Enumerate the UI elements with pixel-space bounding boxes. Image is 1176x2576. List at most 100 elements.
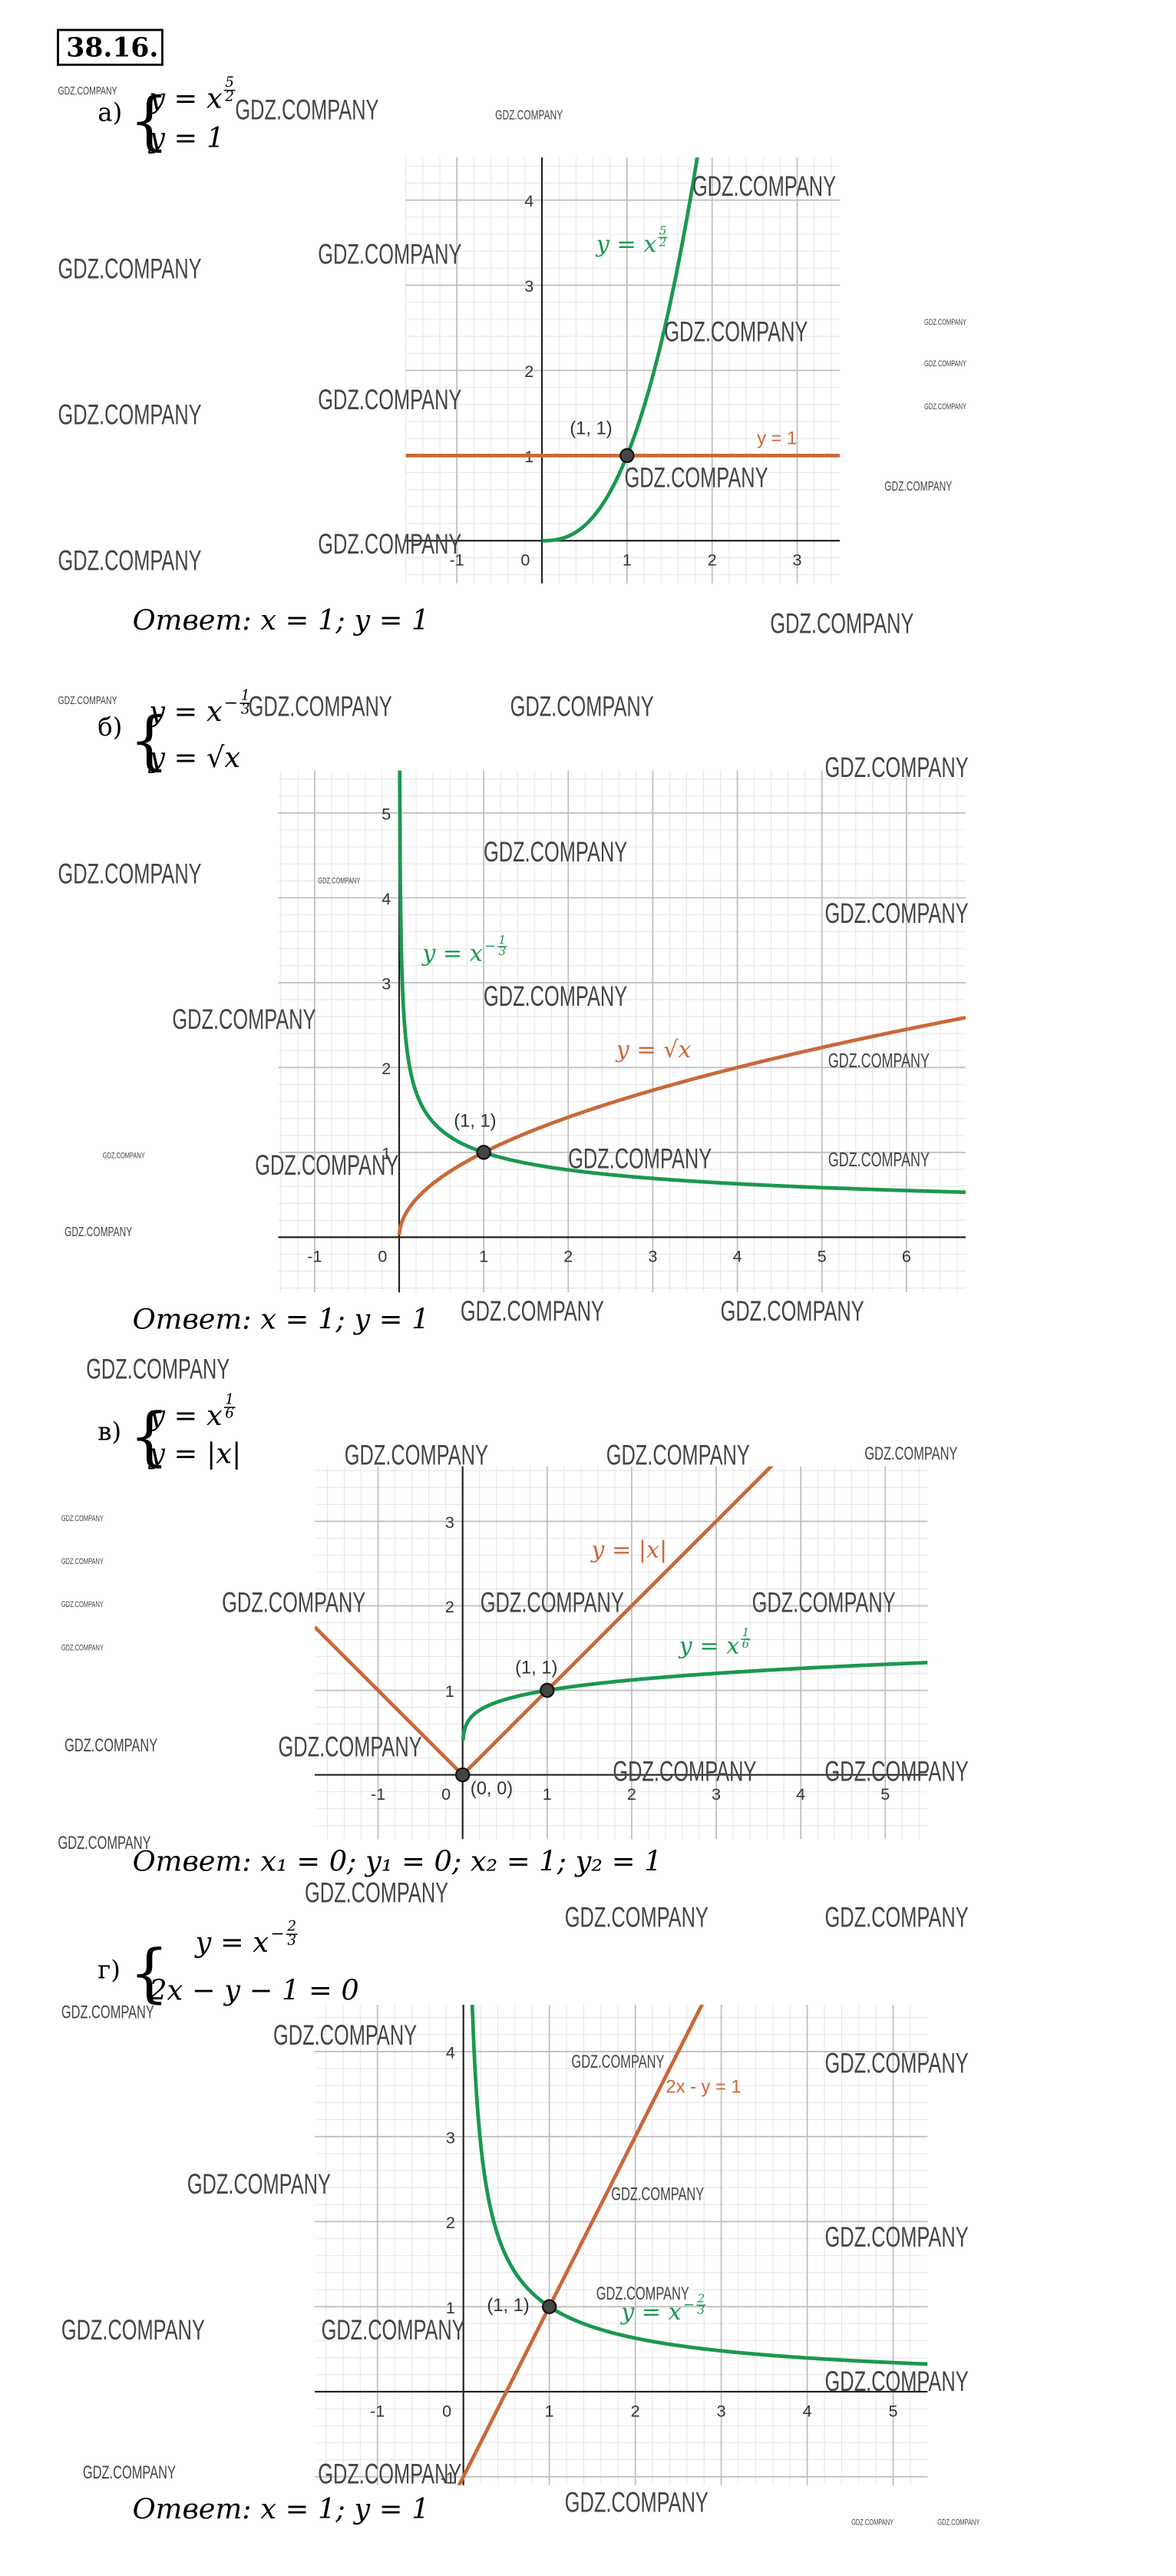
watermark: GDZ.COMPANY <box>568 1143 712 1174</box>
point-label: (1, 1) <box>454 1111 496 1131</box>
watermark: GDZ.COMPANY <box>318 384 461 415</box>
x-tick-label: 3 <box>717 2401 726 2420</box>
y-tick-label: 2 <box>382 1059 391 1078</box>
x-tick-label: 4 <box>733 1247 742 1266</box>
watermark: GDZ.COMPANY <box>825 2221 969 2253</box>
x-tick-label: 0 <box>520 551 530 570</box>
watermark: GDZ.COMPANY <box>322 2314 465 2346</box>
watermark: GDZ.COMPANY <box>606 1440 750 1471</box>
equation-exp-den: 2 <box>224 88 234 104</box>
equation: y = √x <box>147 741 240 774</box>
part-label: б) <box>97 713 122 742</box>
plot: -1 0 1 2 3 4 5 6 1 2 3 4 5 (1, 1) <box>278 770 966 1293</box>
watermark: GDZ.COMPANY <box>825 752 969 783</box>
x-tick-label: 5 <box>818 1247 827 1266</box>
system-brace: { <box>129 1937 169 2010</box>
watermark: GDZ.COMPANY <box>571 2052 664 2072</box>
equation: y = |x| <box>147 1437 241 1470</box>
watermark: GDZ.COMPANY <box>851 2518 894 2528</box>
part-label: г) <box>97 1956 121 1985</box>
watermark: GDZ.COMPANY <box>61 1557 104 1566</box>
watermark: GDZ.COMPANY <box>249 690 392 722</box>
watermark: GDZ.COMPANY <box>61 2002 154 2022</box>
watermark: GDZ.COMPANY <box>64 1736 157 1756</box>
x-tick-label: 1 <box>543 1784 552 1804</box>
intersection-point <box>476 1145 491 1160</box>
watermark: GDZ.COMPANY <box>884 478 952 494</box>
x-tick-label: 3 <box>648 1247 657 1266</box>
watermark: GDZ.COMPANY <box>187 2168 331 2200</box>
x-tick-label: 3 <box>793 551 802 570</box>
equation-exp-den: 3 <box>241 702 250 718</box>
equation-exp-num: 5 <box>225 74 234 91</box>
curve-label-exp-den: 3 <box>697 2303 705 2316</box>
x-tick-label: 1 <box>623 551 632 570</box>
watermark: GDZ.COMPANY <box>318 238 461 270</box>
equation: y = x <box>147 695 223 728</box>
x-tick-label: -1 <box>371 1784 385 1804</box>
curve-label-exp-den: 6 <box>742 1637 750 1651</box>
watermark: GDZ.COMPANY <box>172 1004 315 1035</box>
function-curve <box>314 1466 774 1777</box>
watermark: GDZ.COMPANY <box>235 94 378 126</box>
watermark: GDZ.COMPANY <box>61 2314 205 2346</box>
watermark: GDZ.COMPANY <box>565 2486 709 2518</box>
equation-sign: − <box>270 1924 284 1943</box>
function-curve <box>398 770 966 1195</box>
x-tick-label: -1 <box>370 2401 385 2420</box>
curve-label: y = x <box>678 1633 740 1660</box>
watermark: GDZ.COMPANY <box>565 1902 709 1933</box>
watermark: GDZ.COMPANY <box>58 694 117 707</box>
curve-label-sign: − <box>683 2297 695 2313</box>
x-tick-label: 5 <box>889 2401 898 2420</box>
x-tick-label: 1 <box>545 2401 554 2420</box>
watermark: GDZ.COMPANY <box>752 1587 896 1619</box>
y-tick-label: 1 <box>446 2298 455 2317</box>
watermark: GDZ.COMPANY <box>924 318 966 327</box>
watermark: GDZ.COMPANY <box>103 1151 145 1160</box>
watermark: GDZ.COMPANY <box>318 528 461 560</box>
plot: -1 0 1 2 3 4 5 1 2 3 (1, 1) (0, 0) <box>314 1466 928 1840</box>
equation-exp-num: 1 <box>225 1391 234 1407</box>
system-brace: { <box>129 705 169 778</box>
curve-label-sign: − <box>484 938 496 954</box>
x-tick-label: 0 <box>441 1784 451 1804</box>
y-tick-label: 2 <box>445 1597 454 1616</box>
intersection-point <box>540 1682 555 1698</box>
equation-exp-num: 2 <box>286 1918 296 1934</box>
watermark: GDZ.COMPANY <box>61 1600 104 1609</box>
watermark: GDZ.COMPANY <box>510 690 654 722</box>
equation-exp-num: 1 <box>241 687 250 703</box>
y-tick-label: 2 <box>524 362 533 381</box>
watermark: GDZ.COMPANY <box>58 544 202 576</box>
curve-label: y = x <box>421 941 483 967</box>
watermark: GDZ.COMPANY <box>828 1050 930 1072</box>
watermark: GDZ.COMPANY <box>305 1877 448 1908</box>
watermark: GDZ.COMPANY <box>825 2048 969 2079</box>
watermark: GDZ.COMPANY <box>495 107 563 123</box>
x-tick-label: 2 <box>631 2401 640 2420</box>
watermark: GDZ.COMPANY <box>484 980 627 1012</box>
watermark: GDZ.COMPANY <box>318 876 360 885</box>
x-tick-label: 5 <box>880 1784 890 1804</box>
watermark: GDZ.COMPANY <box>624 462 768 494</box>
system-brace: { <box>129 85 169 158</box>
y-tick-label: 1 <box>445 1682 454 1701</box>
y-tick-label: 1 <box>382 1143 391 1162</box>
watermark: GDZ.COMPANY <box>692 170 836 202</box>
equation: 2x − y − 1 = 0 <box>148 1974 359 2007</box>
watermark: GDZ.COMPANY <box>825 1756 969 1787</box>
problem-number: 38.16. <box>66 33 158 64</box>
curve-label: y = √x <box>615 1037 692 1063</box>
point-label: (1, 1) <box>487 2296 529 2316</box>
watermark: GDZ.COMPANY <box>825 2366 969 2397</box>
x-tick-label: 2 <box>563 1247 573 1266</box>
x-tick-label: -1 <box>450 551 464 570</box>
watermark: GDZ.COMPANY <box>255 1149 398 1181</box>
equation: y = x <box>147 81 223 114</box>
watermark: GDZ.COMPANY <box>61 1643 104 1652</box>
watermark: GDZ.COMPANY <box>279 1731 422 1762</box>
watermark: GDZ.COMPANY <box>596 2284 689 2304</box>
